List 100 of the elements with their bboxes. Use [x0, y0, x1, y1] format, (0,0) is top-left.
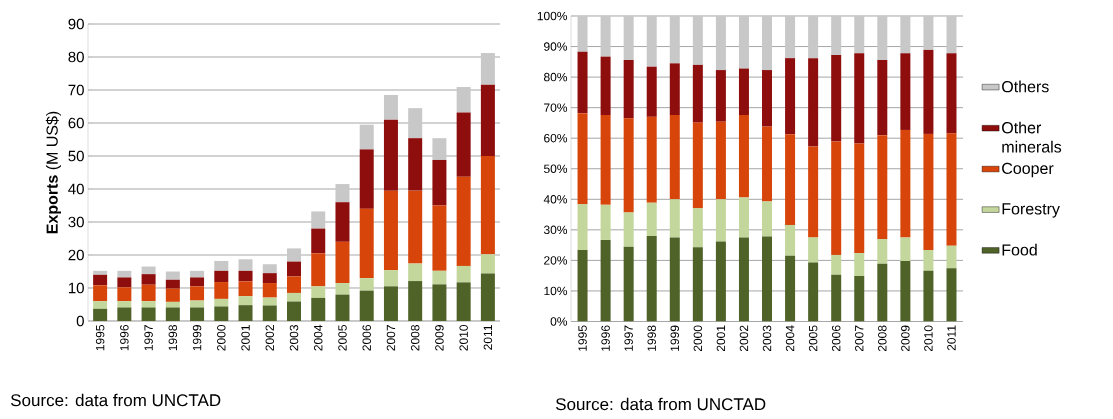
x-tick-label: 2005 [338, 325, 347, 351]
bar [623, 212, 634, 247]
bar [93, 301, 108, 309]
bar [646, 116, 657, 203]
bar [623, 59, 634, 119]
bar [669, 114, 680, 200]
bar [287, 301, 302, 321]
bar [762, 16, 773, 71]
bar [577, 204, 588, 251]
bar [715, 16, 726, 71]
source-note: Source: data from UNCTAD [10, 393, 221, 407]
bar [165, 271, 180, 280]
y-tick-label: 10% [544, 286, 568, 296]
bar [646, 66, 657, 117]
bar [141, 307, 156, 321]
bar [238, 281, 253, 297]
bar [480, 53, 495, 85]
bar [432, 205, 447, 271]
bar [262, 264, 277, 274]
bar [946, 245, 957, 269]
y-tick-label: 40% [543, 195, 568, 204]
x-tick-label: 1995 [578, 325, 587, 351]
bar [808, 237, 819, 263]
bar [93, 308, 108, 321]
bar [165, 279, 180, 289]
x-tick-label: 2009 [901, 325, 910, 352]
bar [900, 261, 911, 322]
bar [831, 254, 842, 275]
bar [408, 138, 423, 191]
x-tick-label: 2001 [241, 325, 250, 351]
bar [456, 282, 471, 321]
bar [190, 277, 205, 287]
y-tick-label: 60 [68, 117, 84, 129]
bar [923, 49, 934, 134]
bar [335, 184, 350, 203]
bar [335, 294, 350, 321]
bar [359, 149, 374, 209]
bar [715, 241, 726, 322]
bar [262, 273, 277, 284]
bar [854, 253, 865, 276]
bar [383, 119, 398, 191]
bar [117, 307, 132, 321]
y-tick-label: 20% [544, 256, 568, 265]
bar [831, 274, 842, 322]
y-axis-title: Exports (M US$) [45, 111, 61, 234]
bar [287, 276, 302, 293]
bar [577, 113, 588, 205]
bar [141, 284, 156, 302]
bar [900, 53, 911, 130]
bar [93, 274, 108, 286]
bar [311, 253, 326, 287]
bar [854, 143, 865, 254]
bar [432, 159, 447, 206]
bar [359, 290, 374, 321]
bar [359, 278, 374, 291]
bar [311, 211, 326, 229]
bar [141, 274, 156, 285]
bar [762, 126, 773, 202]
bar [946, 268, 957, 322]
x-tick-label: 2000 [217, 324, 226, 351]
bar [854, 53, 865, 144]
bar [669, 16, 680, 64]
bar [692, 122, 703, 209]
bar [117, 287, 132, 302]
bar [287, 292, 302, 302]
bar [359, 124, 374, 150]
bar [762, 70, 773, 127]
bar [456, 112, 471, 177]
bar [480, 254, 495, 274]
bar [877, 135, 888, 240]
y-tick-label: 90 [68, 18, 84, 30]
bar [238, 270, 253, 282]
y-tick-label: 70% [544, 103, 568, 112]
bar [262, 283, 277, 298]
x-tick-label: 2004 [785, 325, 795, 352]
y-tick-label: 60% [544, 133, 568, 143]
bar [923, 16, 934, 50]
bar [854, 275, 865, 322]
x-tick-label: 1999 [192, 325, 202, 351]
bar [923, 270, 934, 322]
y-tick-label: 20 [68, 249, 84, 261]
bar [900, 237, 911, 262]
bar [785, 58, 796, 135]
bar [432, 138, 447, 160]
legend-label: Forestry [1002, 203, 1060, 218]
bar [214, 270, 229, 283]
bar [831, 16, 842, 56]
bar [359, 208, 374, 279]
bar [692, 16, 703, 65]
bar [480, 156, 495, 255]
x-tick-label: 2008 [878, 325, 887, 352]
y-tick-label: 70 [68, 84, 84, 96]
legend-label: Cooper [1002, 162, 1054, 178]
bar [785, 134, 796, 225]
bar [238, 259, 253, 271]
x-tick-label: 2007 [386, 325, 396, 351]
bar [456, 87, 471, 113]
bar [623, 246, 634, 322]
x-tick-label: 2004 [314, 324, 323, 351]
bar [287, 261, 302, 277]
